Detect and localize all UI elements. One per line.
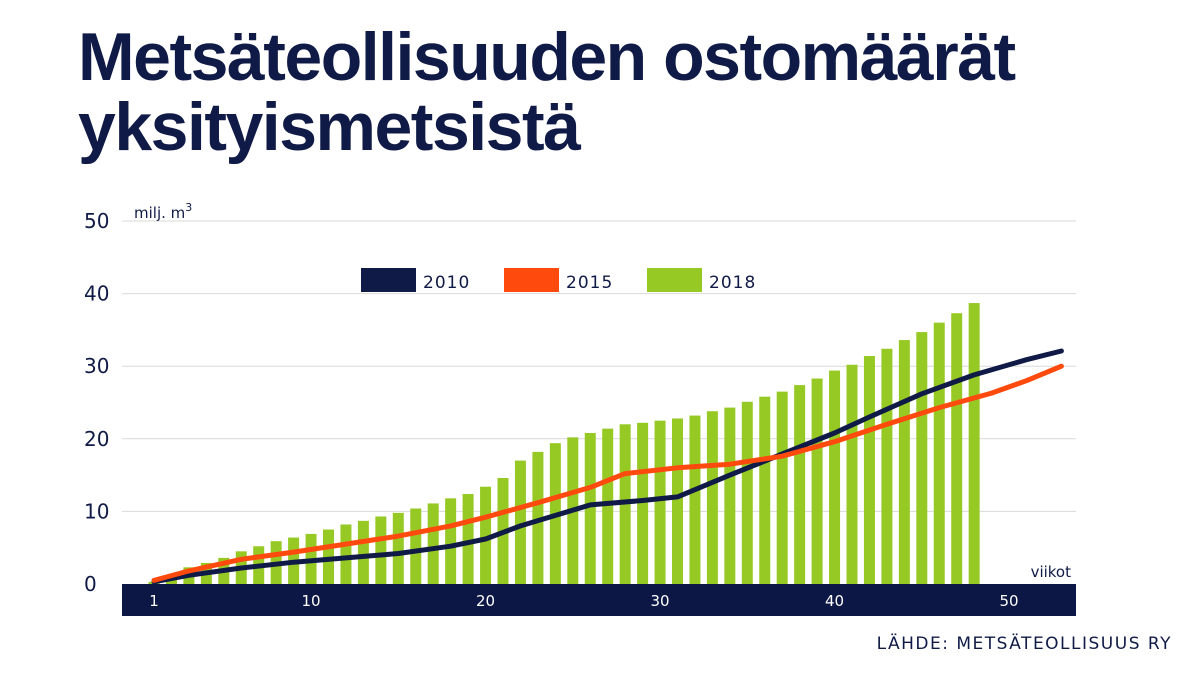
bar-2018 — [357, 520, 369, 584]
x-axis-band — [122, 584, 1076, 616]
legend-swatch-2015 — [504, 268, 559, 292]
bar-2018 — [532, 451, 544, 584]
bar-2018 — [706, 411, 718, 584]
bar-2018 — [602, 428, 614, 584]
bar-2018 — [846, 364, 858, 584]
bar-2018 — [340, 524, 352, 584]
grid-lines — [122, 220, 1076, 512]
bar-2018 — [689, 415, 701, 584]
y-axis-unit: milj. m3 — [134, 201, 192, 222]
bar-2018 — [514, 460, 526, 584]
bar-2018 — [462, 493, 474, 584]
lines — [151, 348, 1064, 585]
x-axis-label: viikot — [1031, 563, 1072, 581]
bar-2018 — [898, 340, 910, 584]
y-tick-label: 10 — [84, 499, 109, 523]
legend: 2010 2015 2018 — [361, 268, 756, 293]
legend-swatch-2010 — [361, 268, 416, 292]
bar-2018 — [741, 401, 753, 584]
bar-2018 — [863, 356, 875, 584]
bar-2018 — [829, 370, 841, 584]
y-tick-label: 20 — [84, 427, 109, 451]
bar-2018 — [427, 503, 439, 584]
y-tick-label: 40 — [84, 282, 109, 306]
x-tick-label: 30 — [651, 592, 670, 610]
bar-2018 — [916, 332, 928, 584]
legend-label-2018: 2018 — [709, 273, 756, 293]
bar-2018 — [375, 516, 387, 584]
x-tick-label: 10 — [302, 592, 321, 610]
bar-2018 — [323, 529, 334, 584]
legend-label-2015: 2015 — [566, 273, 613, 293]
bars-2018 — [148, 303, 980, 584]
legend-swatch-2018 — [647, 268, 702, 292]
x-axis-ticks: 1 10 20 30 40 50 — [149, 592, 1018, 610]
line-2015 — [151, 363, 1064, 583]
bar-2018 — [951, 313, 963, 584]
y-axis-unit-text: milj. m — [134, 204, 185, 222]
y-tick-label: 0 — [84, 572, 97, 596]
bar-2018 — [480, 486, 492, 584]
y-axis-ticks: 0 10 20 30 40 50 — [84, 209, 109, 596]
bar-2018 — [584, 432, 596, 584]
bar-2018 — [881, 348, 893, 584]
x-tick-label: 50 — [1000, 592, 1019, 610]
bar-2018 — [776, 391, 788, 584]
bar-2018 — [794, 385, 806, 584]
line-2010 — [151, 348, 1064, 585]
bar-2018 — [637, 422, 649, 584]
x-tick-label: 20 — [476, 592, 495, 610]
y-axis-unit-superscript: 3 — [185, 201, 192, 214]
x-tick-label: 1 — [149, 592, 159, 610]
bar-2018 — [811, 378, 823, 584]
y-tick-label: 50 — [84, 209, 109, 233]
chart-title: Metsäteollisuuden ostomäärät yksityismet… — [78, 19, 1016, 165]
bar-2018 — [392, 512, 404, 584]
bar-2018 — [759, 396, 771, 584]
bar-2018 — [724, 407, 736, 584]
bar-2018 — [933, 322, 945, 584]
bar-2018 — [968, 303, 980, 584]
bar-2018 — [445, 498, 457, 584]
bar-2018 — [672, 418, 683, 584]
y-tick-label: 30 — [84, 354, 109, 378]
bar-2018 — [654, 420, 666, 584]
bar-2018 — [410, 508, 422, 584]
source-credit: LÄHDE: METSÄTEOLLISUUS RY — [876, 634, 1172, 654]
legend-label-2010: 2010 — [423, 273, 470, 293]
x-tick-label: 40 — [825, 592, 844, 610]
